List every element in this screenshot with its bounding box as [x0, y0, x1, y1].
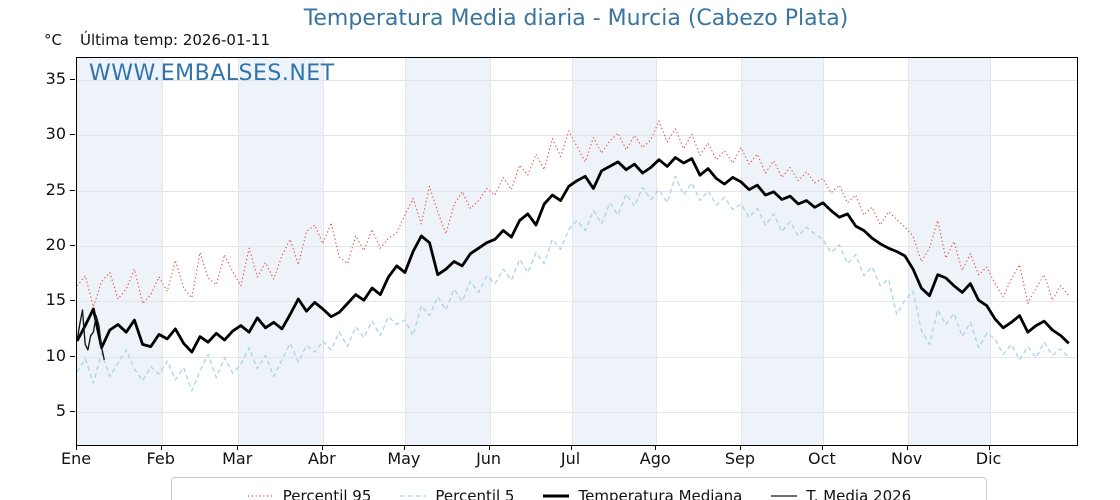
month-gridline	[740, 58, 742, 445]
month-band	[77, 58, 162, 445]
y-tick	[70, 410, 75, 412]
legend: Percentil 95 Percentil 5 Temperatura Media…	[171, 477, 987, 500]
chart-title: Temperatura Media diaria - Murcia (Cabez…	[303, 6, 849, 31]
x-tick-label: Ago	[639, 449, 671, 468]
legend-item: Percentil 95	[247, 487, 372, 500]
month-gridline	[161, 58, 163, 445]
legend-line-sample	[247, 495, 274, 497]
y-gridline	[77, 135, 1077, 137]
x-tick-label: Jun	[476, 449, 502, 468]
x-tick	[76, 445, 77, 450]
x-tick	[488, 445, 490, 450]
legend-item: T. Media 2026	[770, 487, 911, 500]
y-tick	[70, 79, 75, 81]
month-gridline	[822, 58, 824, 445]
y-tick-label: 15	[45, 290, 66, 310]
month-gridline	[238, 58, 240, 445]
legend-item-label: Percentil 95	[282, 487, 372, 500]
month-band	[571, 58, 657, 445]
y-gridline	[77, 356, 1077, 358]
x-tick	[739, 445, 741, 450]
legend-item-label: Temperatura Mediana	[578, 487, 743, 500]
month-gridline	[571, 58, 573, 445]
series-line-temperatura-mediana	[77, 156, 1070, 354]
x-tick	[160, 445, 162, 450]
y-tick-label: 5	[55, 400, 66, 420]
x-tick-label: Sep	[724, 449, 755, 468]
legend-line-sample	[543, 494, 570, 498]
month-gridline	[907, 58, 909, 445]
x-tick-label: Nov	[890, 449, 923, 468]
y-tick	[70, 355, 75, 357]
x-tick	[655, 445, 657, 450]
y-gridline	[77, 190, 1077, 192]
y-tick-label: 35	[45, 69, 66, 89]
x-tick	[906, 445, 908, 450]
x-tick	[237, 445, 239, 450]
y-gridline	[77, 411, 1077, 413]
x-tick-label: Dic	[975, 449, 1002, 468]
x-tick-label: Feb	[146, 449, 175, 468]
month-gridline	[989, 58, 991, 445]
month-gridline	[489, 58, 491, 445]
month-band	[740, 58, 823, 445]
y-tick	[70, 300, 75, 302]
series-line-percentil-95	[77, 120, 1070, 308]
month-gridline	[404, 58, 406, 445]
y-gridline	[77, 301, 1077, 303]
y-tick-label: 10	[45, 345, 66, 365]
month-gridline	[322, 58, 324, 445]
y-gridline	[77, 245, 1077, 247]
month-band	[238, 58, 323, 445]
legend-line-sample	[771, 495, 798, 497]
x-tick-label: May	[387, 449, 421, 468]
x-tick-label: Abr	[308, 449, 336, 468]
x-tick	[821, 445, 823, 450]
y-axis-unit-label: °C	[44, 31, 62, 49]
x-tick	[321, 445, 323, 450]
legend-item: Percentil 5	[399, 487, 514, 500]
month-gridline	[656, 58, 658, 445]
month-band	[907, 58, 990, 445]
legend-item: Temperatura Mediana	[542, 487, 742, 500]
legend-item-label: T. Media 2026	[806, 487, 912, 500]
plot-frame: WWW.EMBALSES.NET	[76, 57, 1078, 446]
legend-line-sample	[400, 495, 427, 497]
x-tick	[570, 445, 572, 450]
y-gridline	[77, 80, 1077, 82]
series-line-t-media-2026	[77, 309, 105, 361]
x-tick	[988, 445, 990, 450]
temperature-lines-svg	[77, 120, 1070, 392]
y-tick	[70, 189, 75, 191]
legend-item-label: Percentil 5	[435, 487, 515, 500]
x-tick-label: Ene	[60, 449, 92, 468]
x-tick-label: Mar	[222, 449, 253, 468]
x-tick-label: Oct	[808, 449, 836, 468]
last-updated-label: Última temp: 2026-01-11	[80, 31, 271, 49]
watermark: WWW.EMBALSES.NET	[89, 61, 335, 86]
x-tick-label: Jul	[560, 449, 581, 468]
y-tick	[70, 244, 75, 246]
y-tick-label: 30	[45, 124, 66, 144]
x-tick	[403, 445, 405, 450]
series-line-percentil-5	[77, 175, 1070, 392]
plot-area: WWW.EMBALSES.NET	[77, 58, 1077, 445]
y-tick-label: 25	[45, 179, 66, 199]
y-tick-label: 20	[45, 234, 66, 254]
y-tick	[70, 134, 75, 136]
